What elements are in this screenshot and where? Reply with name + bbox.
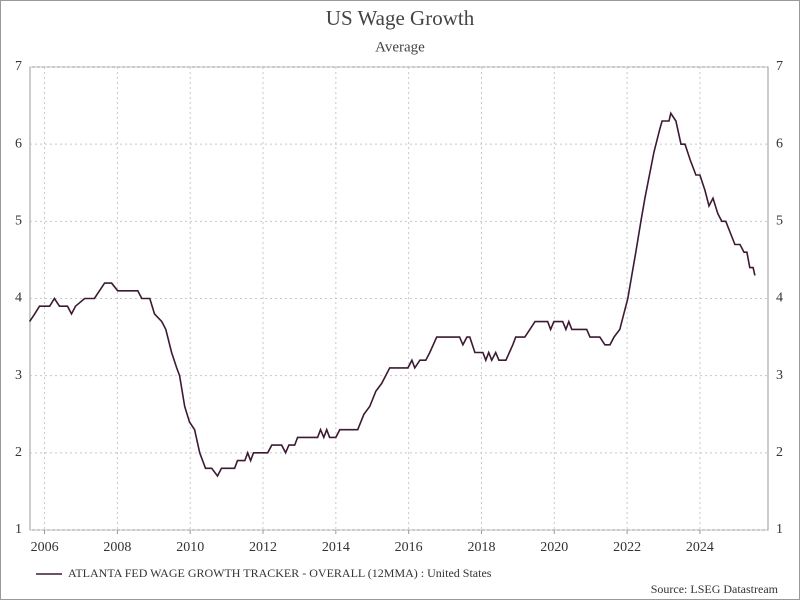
y2-tick-label: 5: [776, 214, 783, 229]
y-tick-label: 5: [15, 214, 22, 229]
y2-tick-label: 4: [776, 291, 783, 306]
y-tick-label: 7: [15, 59, 22, 74]
y2-tick-label: 7: [776, 59, 783, 74]
x-tick-label: 2006: [31, 540, 59, 555]
y-tick-label: 3: [15, 368, 22, 383]
y2-tick-label: 3: [776, 368, 783, 383]
y2-tick-label: 2: [776, 445, 783, 460]
x-tick-label: 2010: [176, 540, 204, 555]
legend-label: ATLANTA FED WAGE GROWTH TRACKER - OVERAL…: [68, 566, 492, 580]
chart-title: US Wage Growth: [326, 6, 475, 30]
source: Source: LSEG Datastream: [651, 582, 779, 596]
x-tick-label: 2022: [613, 540, 641, 555]
x-tick-label: 2024: [686, 540, 714, 555]
y2-tick-label: 1: [776, 522, 783, 537]
x-tick-label: 2020: [540, 540, 568, 555]
x-tick-label: 2018: [467, 540, 495, 555]
x-tick-label: 2008: [103, 540, 131, 555]
y-tick-label: 4: [15, 291, 22, 306]
x-tick-label: 2012: [249, 540, 277, 555]
y2-tick-label: 6: [776, 136, 783, 151]
y-tick-label: 1: [15, 522, 22, 537]
x-tick-label: 2016: [395, 540, 423, 555]
y-tick-label: 2: [15, 445, 22, 460]
x-tick-label: 2014: [322, 540, 350, 555]
y-tick-label: 6: [15, 136, 22, 151]
chart-subtitle: Average: [375, 39, 425, 55]
series-line: [28, 111, 756, 478]
